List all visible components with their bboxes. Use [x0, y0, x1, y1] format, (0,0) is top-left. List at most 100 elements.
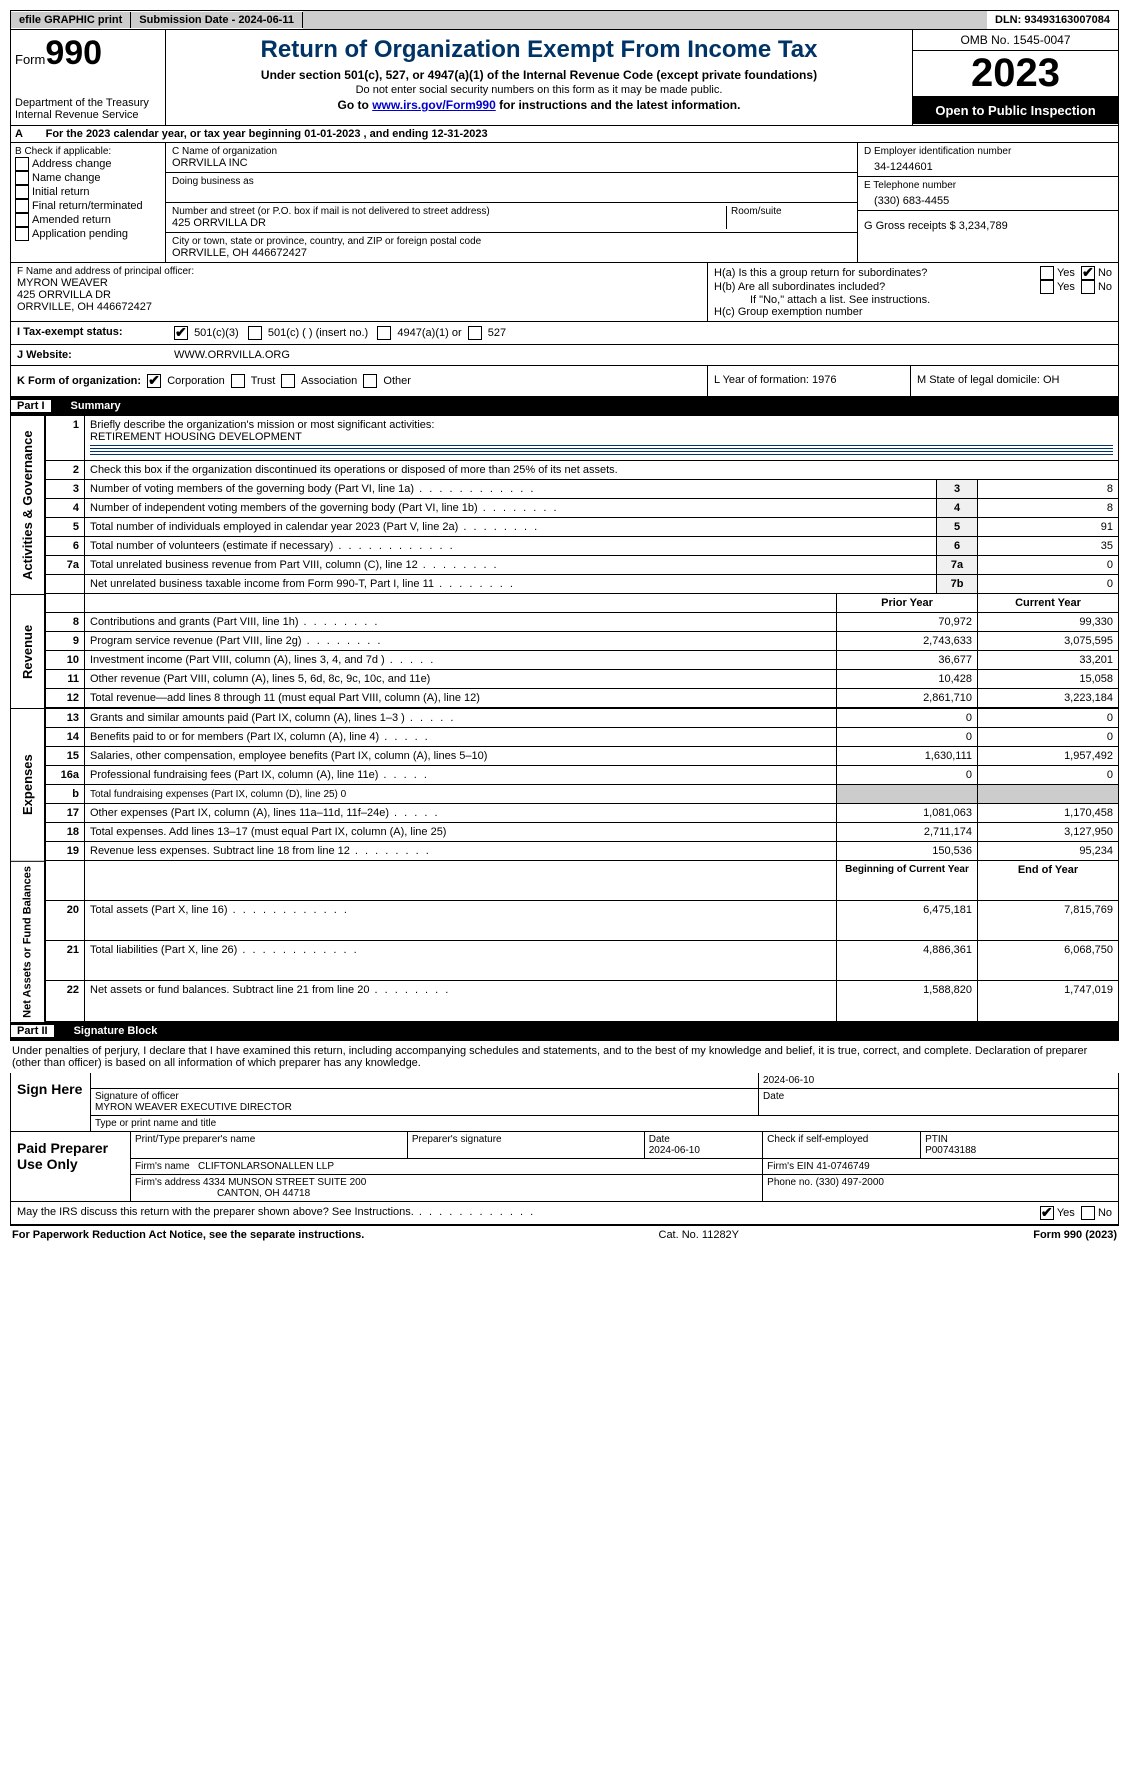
n1: 1: [46, 416, 85, 461]
chk-hb-no[interactable]: [1081, 280, 1095, 294]
firm-ein-cell: Firm's EIN 41-0746749: [763, 1158, 1118, 1174]
line16a: Professional fundraising fees (Part IX, …: [85, 766, 837, 785]
gov-block: Activities & Governance 1 Briefly descri…: [10, 415, 1119, 594]
open-inspection-badge: Open to Public Inspection: [913, 97, 1118, 124]
p16a: 0: [837, 766, 978, 785]
line7b: Net unrelated business taxable income fr…: [85, 575, 937, 594]
line17: Other expenses (Part IX, column (A), lin…: [85, 804, 837, 823]
state-domicile: M State of legal domicile: OH: [911, 366, 1118, 396]
ln4: 4: [937, 499, 978, 518]
sig-date-label: Date: [759, 1088, 1118, 1115]
box-c: C Name of organization ORRVILLA INC Doin…: [166, 143, 858, 262]
v6: 35: [978, 537, 1119, 556]
c20: 7,815,769: [978, 900, 1119, 940]
chk-501c3[interactable]: [174, 326, 188, 340]
c13: 0: [978, 709, 1119, 728]
p15: 1,630,111: [837, 747, 978, 766]
dln-label: DLN: 93493163007084: [987, 12, 1118, 28]
footer-left: For Paperwork Reduction Act Notice, see …: [12, 1229, 364, 1241]
c16a: 0: [978, 766, 1119, 785]
chk-corp[interactable]: [147, 374, 161, 388]
form-ssn-warning: Do not enter social security numbers on …: [176, 84, 902, 96]
n7a: 7a: [46, 556, 85, 575]
line10: Investment income (Part VIII, column (A)…: [85, 651, 837, 670]
line21: Total liabilities (Part X, line 26): [85, 941, 837, 981]
l11-text: Other revenue (Part VIII, column (A), li…: [90, 673, 430, 685]
box-deg: D Employer identification number 34-1244…: [858, 143, 1118, 262]
chk-other[interactable]: [363, 374, 377, 388]
prep-date: Date2024-06-10: [644, 1132, 762, 1159]
toolbar-spacer: [303, 11, 987, 29]
current-hdr: Current Year: [978, 594, 1119, 613]
p9: 2,743,633: [837, 632, 978, 651]
chk-trust[interactable]: [231, 374, 245, 388]
opt-4947: 4947(a)(1) or: [397, 327, 461, 339]
line11: Other revenue (Part VIII, column (A), li…: [85, 670, 837, 689]
form-org-row: K Form of organization: Corporation Trus…: [10, 366, 1119, 397]
prep-date-val: 2024-06-10: [649, 1145, 700, 1156]
line13: Grants and similar amounts paid (Part IX…: [85, 709, 837, 728]
chk-initial-return[interactable]: [15, 185, 29, 199]
chk-hb-yes[interactable]: [1040, 280, 1054, 294]
firm-addr-cell: Firm's address 4334 MUNSON STREET SUITE …: [131, 1174, 763, 1201]
form990-link[interactable]: www.irs.gov/Form990: [372, 98, 496, 112]
opt-corp: Corporation: [167, 375, 224, 387]
hc-label: H(c) Group exemption number: [714, 306, 1112, 318]
efile-print-button[interactable]: efile GRAPHIC print: [11, 12, 131, 28]
paid-preparer-row: Paid Preparer Use Only Print/Type prepar…: [11, 1132, 1118, 1201]
tax-year: 2023: [913, 51, 1118, 97]
side-governance: Activities & Governance: [10, 415, 45, 594]
chk-ha-no[interactable]: [1081, 266, 1095, 280]
chk-application-pending[interactable]: [15, 227, 29, 241]
chk-4947[interactable]: [377, 326, 391, 340]
ln6: 6: [937, 537, 978, 556]
officer-city: ORRVILLE, OH 446672427: [17, 301, 701, 313]
chk-ha-yes[interactable]: [1040, 266, 1054, 280]
n12: 12: [46, 689, 85, 708]
chk-amended-return[interactable]: [15, 213, 29, 227]
l2-text: Check this box if the organization disco…: [90, 464, 618, 476]
p22: 1,588,820: [837, 981, 978, 1021]
rev-hdr-blank: [85, 594, 837, 613]
firm-addr-label: Firm's address: [135, 1177, 200, 1188]
l1-label: Briefly describe the organization's miss…: [90, 419, 434, 431]
box-j-label: J Website:: [11, 345, 168, 365]
l4-text: Number of independent voting members of …: [90, 502, 559, 514]
dba-label: Doing business as: [172, 176, 851, 187]
chk-final-return[interactable]: [15, 199, 29, 213]
chk-527[interactable]: [468, 326, 482, 340]
chk-assoc[interactable]: [281, 374, 295, 388]
n3: 3: [46, 480, 85, 499]
chk-name-change[interactable]: [15, 171, 29, 185]
part2-header: Part II Signature Block: [10, 1022, 1119, 1040]
website-row: J Website: WWW.ORRVILLA.ORG: [10, 345, 1119, 366]
chk-address-change[interactable]: [15, 157, 29, 171]
l12-text: Total revenue—add lines 8 through 11 (mu…: [90, 692, 480, 704]
side-expenses: Expenses: [10, 708, 45, 861]
chk-discuss-yes[interactable]: [1040, 1206, 1054, 1220]
form-subtitle: Under section 501(c), 527, or 4947(a)(1)…: [176, 68, 902, 82]
nb-blank: [46, 594, 85, 613]
l8-text: Contributions and grants (Part VIII, lin…: [90, 616, 379, 628]
org-name: ORRVILLA INC: [172, 157, 851, 169]
firm-name-val: CLIFTONLARSONALLEN LLP: [198, 1161, 334, 1172]
rev-block: Revenue Prior Year Current Year 8 Contri…: [10, 594, 1119, 708]
l18-text: Total expenses. Add lines 13–17 (must eq…: [90, 826, 446, 838]
v5: 91: [978, 518, 1119, 537]
prep-sig-label: Preparer's signature: [407, 1132, 644, 1159]
form-header: Form990 Department of the Treasury Inter…: [10, 30, 1119, 126]
l22-text: Net assets or fund balances. Subtract li…: [90, 984, 450, 996]
instr-pre: Go to: [338, 98, 373, 112]
chk-501c[interactable]: [248, 326, 262, 340]
line2: Check this box if the organization disco…: [85, 461, 1119, 480]
sig-officer-name: MYRON WEAVER EXECUTIVE DIRECTOR: [95, 1102, 754, 1113]
opt-527: 527: [488, 327, 506, 339]
v7b: 0: [978, 575, 1119, 594]
sig-blank: [91, 1073, 759, 1089]
chk-discuss-no[interactable]: [1081, 1206, 1095, 1220]
city-value: ORRVILLE, OH 446672427: [172, 247, 851, 259]
c11: 15,058: [978, 670, 1119, 689]
n2: 2: [46, 461, 85, 480]
p10: 36,677: [837, 651, 978, 670]
side-revenue: Revenue: [10, 594, 45, 708]
